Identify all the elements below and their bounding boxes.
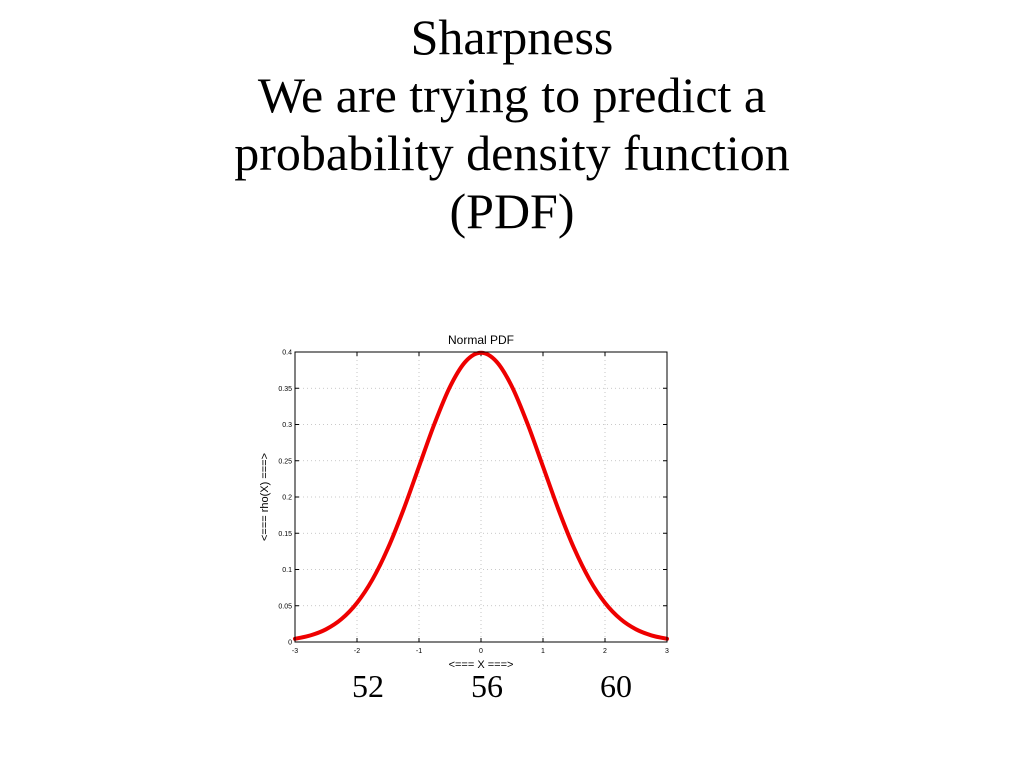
x-tick-label: 2 — [603, 648, 607, 655]
annotation-center: 56 — [471, 668, 503, 704]
y-tick-label: 0.2 — [282, 495, 292, 502]
x-tick-label: 3 — [665, 648, 669, 655]
slide-title: Sharpness We are trying to predict a pro… — [0, 8, 1024, 240]
y-tick-label: 0 — [288, 640, 292, 647]
y-tick-label: 0.3 — [282, 422, 292, 429]
chart-title: Normal PDF — [448, 333, 514, 347]
x-tick-label: 0 — [479, 648, 483, 655]
annotation-right: 60 — [600, 668, 632, 704]
title-line-3: probability density function — [234, 125, 790, 181]
normal-pdf-chart: -3 -2 -1 0 1 2 300.050.10.150.20.250.30.350.4 … — [259, 333, 669, 670]
y-tick-label: 0.1 — [282, 567, 292, 574]
y-tick-label: 0.4 — [282, 350, 292, 357]
annotation-left: 52 — [352, 668, 384, 704]
x-tick-label: -2 — [354, 648, 360, 655]
plot-area-border — [294, 351, 668, 643]
y-tick-label: 0.25 — [278, 458, 292, 465]
x-tick-label: -1 — [416, 648, 422, 655]
y-axis-label: <=== rho(X) ===> — [259, 453, 271, 541]
x-tick-label: -3 — [292, 648, 298, 655]
title-line-2: We are trying to predict a — [257, 67, 767, 123]
y-tick-label: 0.35 — [278, 386, 292, 393]
x-tick-label: 1 — [541, 648, 545, 655]
series-layer — [293, 350, 669, 641]
pdf-curve — [293, 350, 669, 641]
title-line-1: Sharpness — [410, 9, 614, 65]
x-axis-label: <=== X ===> — [449, 659, 514, 670]
title-line-4: (PDF) — [449, 183, 575, 239]
y-tick-label: 0.05 — [278, 603, 292, 610]
y-tick-label: 0.15 — [278, 531, 292, 538]
